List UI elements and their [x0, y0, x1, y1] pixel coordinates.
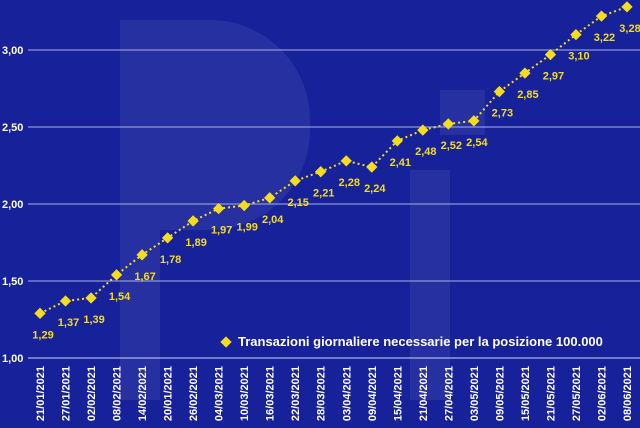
x-tick-label: 21/04/2021 [418, 366, 430, 421]
y-tick-label: 1,50 [2, 276, 23, 288]
x-tick-label: 27/01/2021 [61, 366, 73, 421]
x-tick-label: 14/02/2021 [137, 366, 149, 421]
x-tick-label: 10/03/2021 [239, 366, 251, 421]
data-point [366, 161, 378, 173]
data-point [110, 269, 123, 281]
data-label: 1,37 [58, 317, 79, 329]
y-tick-label: 3,00 [2, 45, 23, 57]
data-point [544, 48, 557, 61]
x-tick-label: 21/05/2021 [545, 366, 557, 421]
x-tick-label: 15/04/2021 [392, 366, 404, 421]
data-label: 2,85 [517, 89, 538, 101]
data-label: 3,28 [619, 23, 640, 35]
x-tick-label: 27/04/2021 [443, 366, 455, 421]
x-tick-label: 02/06/2021 [596, 366, 608, 421]
data-label: 2,28 [339, 177, 360, 189]
x-tick-label: 15/05/2021 [520, 366, 532, 421]
data-label: 1,29 [32, 329, 53, 341]
data-label: 3,22 [594, 32, 615, 44]
x-tick-label: 27/05/2021 [571, 366, 583, 421]
data-point [621, 1, 633, 13]
y-tick-label: 2,50 [2, 122, 23, 134]
x-tick-label: 22/03/2021 [290, 366, 302, 421]
legend-label: Transazioni giornaliere necessarie per l… [238, 334, 603, 349]
y-tick-label: 1,00 [2, 353, 23, 365]
data-label: 2,48 [415, 146, 436, 158]
data-point [59, 295, 72, 307]
data-point [417, 124, 429, 136]
data-point [289, 175, 301, 187]
legend: Transazioni giornaliere necessarie per l… [220, 334, 603, 349]
data-label: 2,24 [364, 183, 386, 195]
series-line [39, 5, 628, 315]
watermark-p-bowl [160, 20, 310, 230]
data-label: 2,15 [288, 197, 309, 209]
data-point [391, 135, 403, 147]
data-label: 2,04 [262, 214, 284, 226]
data-label: 1,54 [109, 291, 131, 303]
data-point [34, 307, 46, 319]
data-label: 3,10 [568, 51, 589, 63]
x-tick-label: 02/02/2021 [86, 366, 98, 421]
data-point [85, 292, 97, 304]
data-label: 1,78 [160, 254, 181, 266]
data-label: 1,89 [185, 237, 206, 249]
watermark-i-stem [410, 170, 450, 400]
data-label: 2,73 [492, 108, 513, 120]
x-tick-label: 16/03/2021 [265, 366, 277, 421]
data-label: 1,97 [211, 225, 232, 237]
data-label: 2,54 [466, 137, 488, 149]
data-point [264, 192, 276, 204]
data-point [442, 118, 455, 130]
x-tick-label: 28/03/2021 [316, 366, 328, 421]
data-point [212, 202, 225, 215]
x-tick-label: 03/05/2021 [469, 366, 481, 421]
data-point [161, 232, 174, 244]
data-label: 2,41 [390, 157, 411, 169]
x-tick-label: 08/06/2021 [622, 366, 634, 421]
x-tick-label: 21/01/2021 [35, 366, 47, 421]
x-tick-label: 20/01/2021 [163, 366, 175, 421]
y-tick-label: 2,00 [2, 199, 23, 211]
data-point [315, 166, 327, 178]
data-point [136, 249, 148, 261]
x-tick-label: 09/04/2021 [367, 366, 379, 421]
data-point [340, 155, 352, 167]
data-point [187, 215, 199, 227]
data-label: 2,52 [441, 140, 462, 152]
x-tick-label: 04/03/2021 [214, 366, 226, 421]
data-label: 2,21 [313, 188, 334, 200]
watermark-p-stem [120, 20, 160, 400]
data-point [238, 199, 250, 212]
legend-marker-icon [220, 335, 232, 348]
data-label: 1,99 [236, 222, 257, 234]
x-tick-label: 26/02/2021 [188, 366, 200, 421]
x-tick-label: 03/04/2021 [341, 366, 353, 421]
data-label: 1,67 [134, 271, 155, 283]
data-label: 1,39 [83, 314, 104, 326]
data-label: 2,97 [543, 71, 564, 83]
x-tick-label: 09/05/2021 [494, 366, 506, 421]
x-tick-label: 08/02/2021 [112, 366, 124, 421]
